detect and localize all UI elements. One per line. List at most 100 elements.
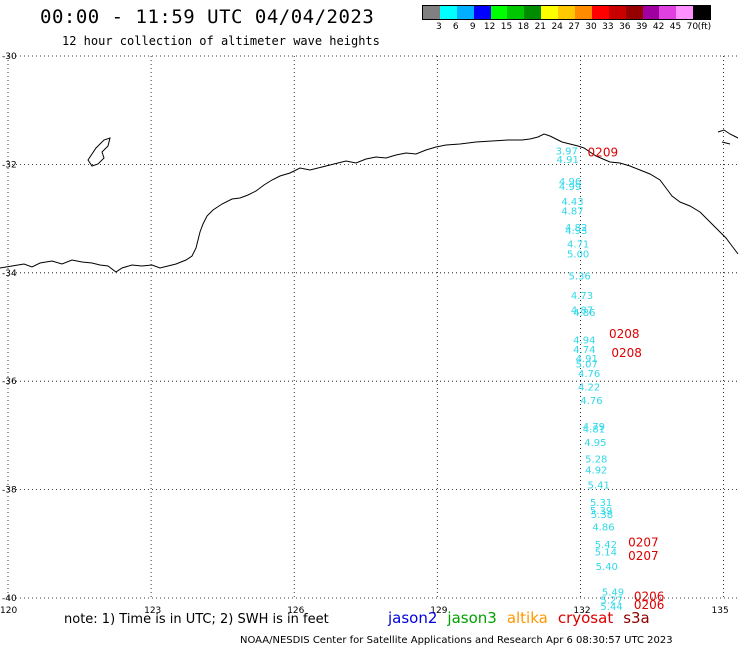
legend-label: 18 — [517, 22, 530, 32]
jason3-wave-height-label: 5.44 — [600, 602, 622, 613]
legend-labels: 3 6 9 12 15 18 21 24 27 30 33 36 39 42 45 70 (ft) — [422, 20, 711, 34]
legend-label: 30 — [585, 22, 597, 32]
latitude-label: -34 — [2, 269, 17, 279]
map-title: 00:00 - 11:59 UTC 04/04/2023 — [40, 6, 375, 28]
jason3-wave-height-label: 4.22 — [578, 382, 600, 393]
latitude-label: -32 — [2, 160, 17, 170]
jason3-wave-height-label: 4.43 — [561, 197, 583, 208]
longitude-label: 132 — [573, 606, 590, 616]
jason3-wave-height-label: 3.97 — [556, 147, 578, 158]
longitude-label: 120 — [0, 606, 17, 616]
jason3-wave-height-label: 4.76 — [580, 396, 602, 407]
satellite-legend-jason2: jason2 — [388, 609, 438, 627]
kangaroo-island-coastline — [717, 129, 739, 145]
legend-swatch — [490, 6, 508, 19]
altimeter-observations: 3.974.914.964.994.434.874.824.934.715.00… — [556, 145, 665, 613]
legend-label: 6 — [452, 22, 459, 32]
jason3-wave-height-label: 4.87 — [571, 305, 593, 316]
latitude-label: -40 — [2, 594, 17, 604]
units-note: note: 1) Time is in UTC; 2) SWH is in fe… — [64, 612, 329, 627]
credit-line: NOAA/NESDIS Center for Satellite Applica… — [240, 635, 673, 646]
latitude-label: -36 — [2, 377, 17, 387]
legend-label: 70 — [686, 22, 699, 32]
longitude-label: 129 — [430, 606, 447, 616]
legend-label: 9 — [469, 22, 476, 32]
legend-swatch — [558, 6, 576, 19]
jason3-wave-height-label: 5.31 — [590, 498, 612, 509]
graticule — [7, 55, 740, 600]
cryosat-pass-label: 0207 — [628, 536, 659, 550]
jason3-wave-height-label: 4.81 — [583, 425, 605, 436]
legend-label: 39 — [635, 22, 648, 32]
cryosat-pass-label: 0206 — [634, 590, 665, 604]
jason3-wave-height-label: 5.39 — [590, 506, 612, 517]
legend-label: 45 — [669, 22, 682, 32]
legend-unit: (ft) — [697, 22, 712, 32]
legend-label: 33 — [602, 22, 614, 32]
jason3-wave-height-label: 4.86 — [592, 522, 614, 533]
legend-swatch — [524, 6, 542, 19]
jason3-wave-height-label: 5.49 — [602, 587, 624, 598]
jason3-wave-height-label: 4.82 — [565, 223, 587, 234]
jason3-wave-height-label: 5.38 — [591, 510, 613, 521]
cryosat-pass-label: 0208 — [609, 327, 640, 341]
jason3-wave-height-label: 4.73 — [571, 291, 593, 302]
latitude-label: -38 — [2, 486, 17, 496]
jason3-wave-height-label: 5.41 — [588, 481, 610, 492]
jason3-wave-height-label: 4.79 — [583, 422, 605, 433]
legend-swatch — [575, 6, 592, 19]
legend-swatches — [422, 5, 712, 20]
jason3-wave-height-label: 4.74 — [573, 345, 595, 356]
legend-swatch — [473, 6, 491, 19]
jason3-wave-height-label: 4.76 — [578, 369, 600, 380]
jason3-wave-height-label: 4.86 — [573, 308, 595, 319]
jason3-wave-height-label: 5.27 — [600, 595, 622, 606]
legend-swatch — [507, 6, 525, 19]
satellite-legend-cryosat: cryosat — [557, 609, 614, 627]
legend-swatch — [591, 6, 609, 19]
longitude-label: 126 — [287, 606, 304, 616]
cryosat-pass-label: 0208 — [611, 346, 642, 360]
satellite-legend: jason2 jason3 altika cryosat s3a — [388, 609, 660, 627]
southern-australia-coastline — [0, 133, 739, 273]
jason3-wave-height-label: 5.42 — [595, 540, 617, 551]
longitude-label: 135 — [712, 606, 729, 616]
wave-height-color-legend: 3 6 9 12 15 18 21 24 27 30 33 36 39 42 45 70 (ft) — [422, 5, 711, 34]
jason3-wave-height-label: 4.91 — [557, 155, 579, 166]
legend-label: 3 — [436, 22, 442, 32]
legend-swatch — [541, 6, 559, 19]
jason3-wave-height-label: 5.14 — [595, 548, 617, 559]
jason3-wave-height-label: 4.87 — [561, 206, 583, 217]
legend-label: 15 — [500, 22, 513, 32]
legend-swatch — [423, 6, 440, 19]
satellite-legend-jason3: jason3 — [447, 609, 497, 627]
legend-label: 12 — [483, 22, 496, 32]
cryosat-pass-label: 0209 — [588, 145, 619, 159]
satellite-legend-s3a: s3a — [623, 609, 650, 627]
jason3-wave-height-label: 5.28 — [585, 455, 607, 466]
jason3-wave-height-label: 4.91 — [576, 354, 598, 365]
cryosat-pass-label: 0207 — [628, 549, 659, 563]
jason3-wave-height-label: 4.95 — [584, 438, 606, 449]
cryosat-pass-label: 0206 — [634, 598, 665, 612]
legend-swatch — [693, 6, 711, 19]
recherche-archipelago-island — [87, 137, 111, 167]
legend-label: 21 — [534, 22, 547, 32]
legend-label: 42 — [652, 22, 665, 32]
jason3-wave-height-label: 4.93 — [565, 226, 587, 237]
legend-swatch — [625, 6, 643, 19]
jason3-wave-height-label: 5.40 — [596, 562, 618, 573]
legend-label: 24 — [551, 22, 563, 32]
legend-swatch — [439, 6, 457, 19]
latitude-label: -30 — [2, 52, 17, 62]
legend-swatch — [676, 6, 694, 19]
jason3-wave-height-label: 4.96 — [559, 177, 581, 188]
jason3-wave-height-label: 5.36 — [568, 271, 590, 282]
legend-label: 27 — [568, 22, 580, 32]
jason3-wave-height-label: 4.99 — [559, 182, 581, 193]
legend-swatch — [608, 6, 626, 19]
jason3-wave-height-label: 4.71 — [567, 239, 589, 250]
map-subtitle: 12 hour collection of altimeter wave hei… — [62, 34, 380, 48]
legend-swatch — [456, 6, 474, 19]
